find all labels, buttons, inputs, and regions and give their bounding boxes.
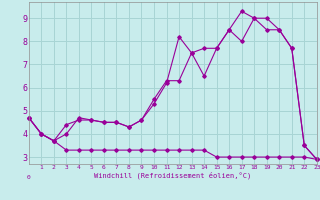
X-axis label: Windchill (Refroidissement éolien,°C): Windchill (Refroidissement éolien,°C) — [94, 172, 252, 179]
Text: 0: 0 — [27, 175, 31, 180]
